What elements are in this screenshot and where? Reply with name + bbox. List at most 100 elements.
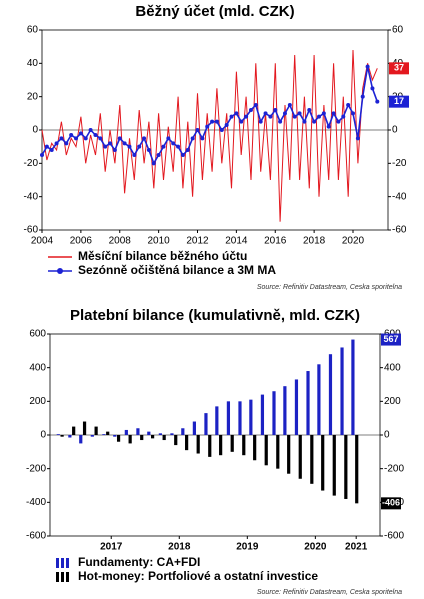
bar: [317, 364, 321, 435]
bar: [249, 399, 253, 435]
legend-label: Fundamenty: CA+FDI: [78, 555, 200, 569]
bar: [332, 435, 336, 496]
point: [122, 141, 127, 146]
point: [44, 144, 49, 149]
point: [307, 108, 312, 112]
point: [263, 111, 268, 116]
point: [331, 111, 336, 116]
bar: [298, 435, 302, 479]
point: [108, 141, 113, 146]
y-tick-label: -40: [24, 191, 39, 202]
y2-tick-label: 0: [392, 125, 398, 136]
point: [127, 144, 132, 149]
chart-title: Platební bilance (kumulativně, mld. CZK): [70, 307, 360, 324]
legend-label: Hot-money: Portfoliové a ostatní investi…: [78, 569, 318, 583]
x-tick-label: 2016: [264, 236, 287, 247]
bar: [230, 435, 234, 452]
point: [83, 136, 88, 141]
point: [360, 94, 365, 99]
bar: [116, 435, 121, 442]
source-note: Source: Refinitiv Datastream, Ceska spor…: [257, 589, 402, 596]
bar: [215, 406, 219, 435]
point: [166, 136, 171, 141]
point: [137, 144, 142, 149]
bar: [321, 435, 325, 491]
point: [171, 141, 176, 146]
point: [297, 111, 302, 116]
bar: [124, 429, 128, 435]
bar: [90, 435, 94, 437]
y2-tick-label: -20: [392, 158, 407, 169]
point: [224, 123, 229, 127]
bar: [60, 435, 64, 437]
point: [69, 133, 74, 137]
value-label-box: [389, 62, 409, 75]
legend-swatch: [61, 572, 64, 582]
y-tick-label: 600: [29, 329, 46, 340]
bar: [306, 371, 310, 435]
point: [214, 119, 219, 124]
point: [103, 144, 108, 149]
point: [355, 136, 360, 141]
point: [185, 148, 190, 152]
point: [239, 119, 244, 124]
y-tick-label: 60: [27, 25, 39, 36]
point: [258, 119, 263, 124]
bar: [106, 431, 110, 435]
bar: [204, 413, 208, 435]
bar: [226, 401, 231, 435]
x-tick-label: 2020: [342, 236, 365, 247]
bar: [276, 435, 280, 469]
y-tick-label: -400: [26, 497, 46, 508]
y-tick-label: -20: [24, 158, 39, 169]
point: [190, 136, 195, 141]
point: [176, 144, 181, 149]
bar: [208, 435, 212, 457]
y-tick-label: 200: [29, 396, 46, 407]
bar: [140, 435, 144, 441]
point: [88, 128, 93, 132]
point: [278, 119, 283, 124]
bar: [355, 435, 359, 504]
point: [219, 128, 224, 132]
bar: [174, 435, 178, 446]
point: [156, 153, 161, 157]
point: [195, 128, 200, 132]
y-tick-label: -60: [24, 225, 39, 236]
x-tick-label: 2019: [236, 542, 259, 553]
point: [142, 136, 147, 141]
bar: [68, 435, 72, 438]
point: [351, 111, 356, 116]
point: [370, 86, 375, 91]
bar: [351, 339, 355, 435]
bar: [344, 435, 348, 499]
point: [98, 136, 103, 141]
bar: [185, 435, 189, 451]
bar: [128, 435, 132, 444]
point: [146, 148, 151, 152]
value-label: -406: [382, 498, 400, 508]
point: [93, 133, 98, 137]
bar: [253, 435, 257, 461]
point: [316, 114, 321, 119]
point: [151, 161, 156, 166]
y-tick-label: -200: [26, 463, 46, 474]
point: [346, 103, 351, 107]
bar: [272, 391, 276, 435]
bar: [56, 434, 60, 435]
y-tick-label: 20: [27, 91, 39, 102]
value-label-box: [381, 333, 401, 346]
point: [132, 153, 137, 157]
bar: [170, 433, 174, 435]
x-tick-label: 2010: [148, 236, 171, 247]
point: [273, 108, 278, 112]
bar: [82, 421, 87, 435]
y2-tick-label: -60: [392, 225, 407, 236]
point: [248, 108, 253, 112]
y2-tick-label: 200: [384, 396, 401, 407]
chart-title: Běžný účet (mld. CZK): [135, 3, 294, 20]
y-tick-label: 400: [29, 362, 46, 373]
bar: [238, 401, 242, 435]
value-label: 37: [394, 63, 404, 73]
